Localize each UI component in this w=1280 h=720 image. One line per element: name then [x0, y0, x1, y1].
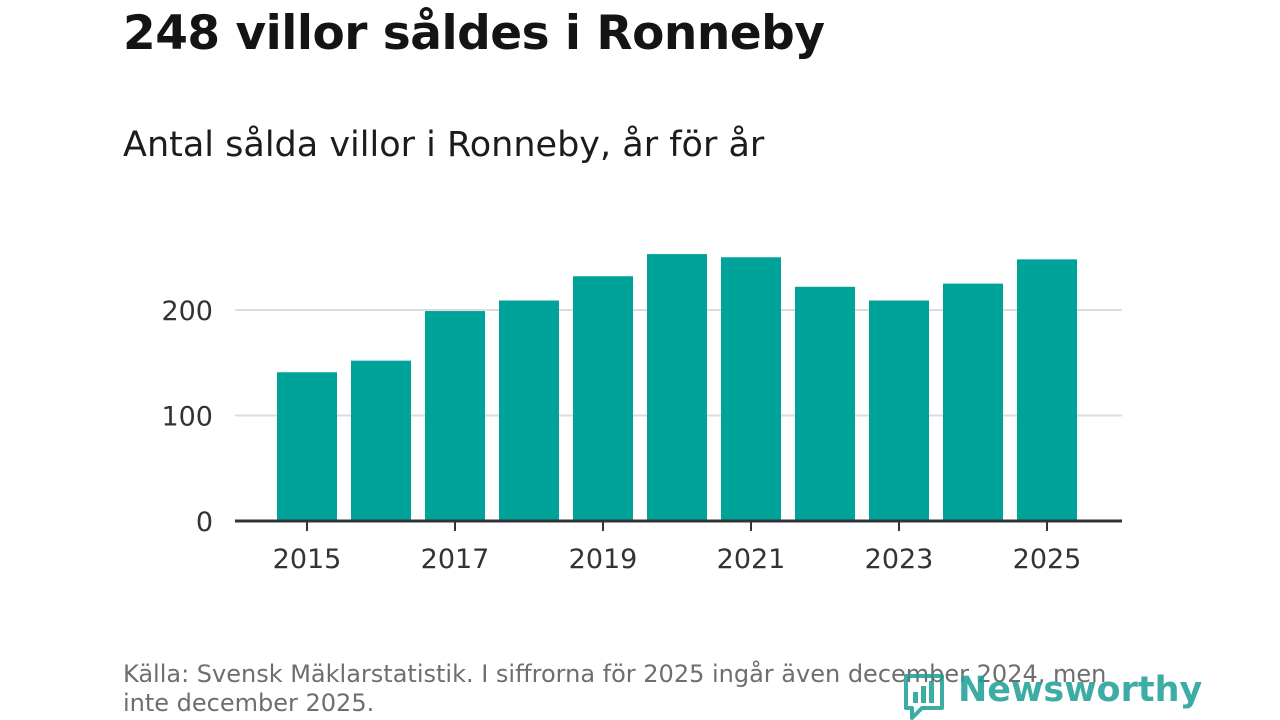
bar-2018 — [499, 300, 559, 521]
tick-labels: 0 100 200 2015 2017 2019 2021 2023 2025 — [161, 296, 1081, 575]
x-tick-label-2017: 2017 — [421, 544, 490, 575]
bar-2021 — [721, 257, 781, 521]
bars — [277, 254, 1077, 521]
chart-title: 248 villor såldes i Ronneby — [123, 6, 825, 61]
chart-subtitle: Antal sålda villor i Ronneby, år för år — [123, 125, 765, 165]
y-tick-label-100: 100 — [161, 402, 213, 433]
bar-chart: 0 100 200 2015 2017 2019 2021 2023 2025 — [161, 254, 1122, 575]
newsworthy-logo[interactable]: Newsworthy — [902, 668, 1202, 720]
bar-2022 — [795, 286, 855, 521]
newsworthy-logo-icon — [904, 674, 944, 720]
x-tick-label-2025: 2025 — [1013, 544, 1082, 575]
bar-2016 — [351, 360, 411, 521]
x-tick-label-2021: 2021 — [717, 544, 786, 575]
y-tick-label-200: 200 — [161, 296, 213, 327]
bar-2020 — [647, 254, 707, 521]
bar-2025 — [1017, 259, 1077, 521]
x-tick-label-2019: 2019 — [569, 544, 638, 575]
x-tick-label-2015: 2015 — [273, 544, 342, 575]
x-tick-label-2023: 2023 — [865, 544, 934, 575]
newsworthy-logo-text: Newsworthy — [958, 670, 1203, 710]
bar-2019 — [573, 276, 633, 521]
bar-2017 — [425, 311, 485, 521]
bar-2023 — [869, 300, 929, 521]
y-tick-label-0: 0 — [196, 507, 213, 538]
bar-2015 — [277, 372, 337, 521]
bar-2024 — [943, 283, 1003, 521]
axes — [235, 519, 1122, 531]
